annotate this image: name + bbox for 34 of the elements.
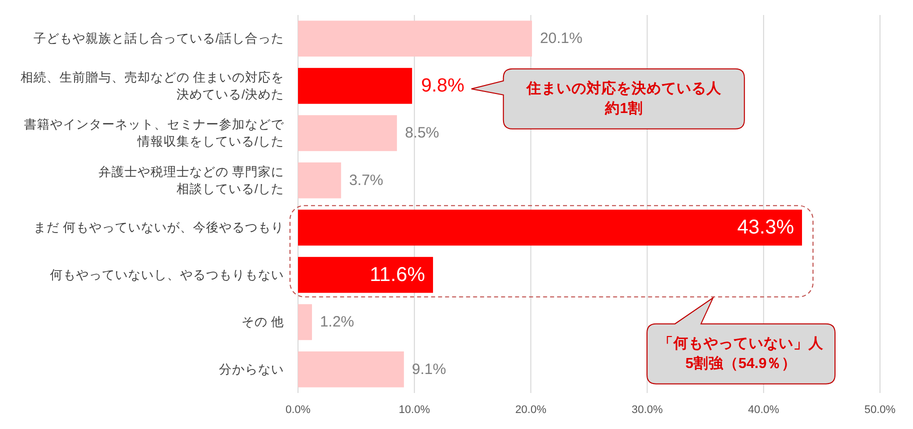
callout-annotation: 住まいの対応を決めている人約1割 bbox=[470, 68, 745, 130]
x-tick-label: 50.0% bbox=[864, 404, 896, 416]
y-tick-label: 書籍やインターネット、セミナー参加などで情報収集をしている/した bbox=[24, 118, 285, 149]
y-tick-label: まだ 何もやっていないが、今後やるつもり bbox=[34, 220, 284, 235]
x-tick-label: 30.0% bbox=[632, 404, 664, 416]
y-tick-label: 子どもや親族と話し合っている/話し合った bbox=[34, 32, 284, 46]
x-tick-label: 0.0% bbox=[285, 404, 311, 416]
annotation: 住まいの対応を決めている人約1割 bbox=[525, 78, 722, 117]
y-tick-label: 分からない bbox=[219, 362, 284, 376]
bar bbox=[298, 115, 397, 152]
x-tick-label: 20.0% bbox=[515, 404, 547, 416]
data-label: 9.1% bbox=[412, 360, 446, 378]
data-label: 8.5% bbox=[404, 124, 440, 142]
data-label: 20.1% bbox=[540, 30, 583, 48]
data-label: 9.8% bbox=[421, 75, 464, 96]
x-tick-label: 10.0% bbox=[398, 404, 430, 416]
bar bbox=[298, 210, 802, 246]
x-tick-label: 40.0% bbox=[748, 404, 780, 416]
data-label: 11.6% bbox=[370, 264, 426, 286]
bar bbox=[298, 351, 404, 388]
bar bbox=[298, 68, 412, 104]
annotation: 「何もやっていない」人5割強（54.9％） bbox=[658, 334, 825, 372]
y-tick-label: 相続、生前贈与、売却などの 住まいの対応を決めている/決めた bbox=[20, 69, 284, 102]
bar bbox=[298, 20, 532, 57]
data-label: 43.3% bbox=[737, 216, 794, 239]
y-tick-label: 何もやっていないし、やるつもりもない bbox=[50, 268, 284, 282]
bar bbox=[298, 162, 342, 198]
bar bbox=[298, 256, 434, 293]
bar bbox=[298, 304, 312, 340]
y-tick-label: その 他 bbox=[242, 315, 284, 330]
data-label: 3.7% bbox=[349, 172, 384, 189]
callout-annotation: 「何もやっていない」人5割強（54.9％） bbox=[646, 297, 836, 384]
data-label: 1.2% bbox=[320, 314, 354, 331]
y-tick-label: 弁護士や税理士などの 専門家に相談している/した bbox=[98, 164, 284, 196]
